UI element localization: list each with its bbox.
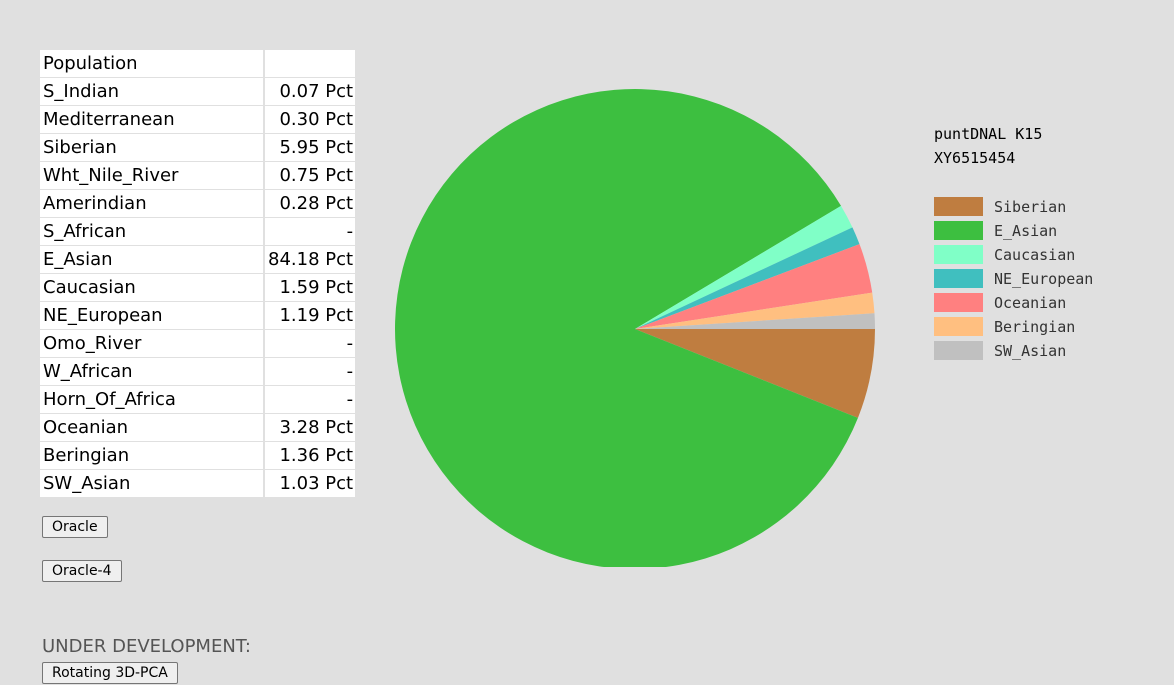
- legend-label: SW_Asian: [994, 342, 1066, 360]
- table-row: S_African -: [40, 218, 356, 246]
- oracle-4-button[interactable]: Oracle-4: [42, 560, 122, 582]
- population-name: E_Asian: [40, 246, 265, 274]
- population-value: 0.07 Pct: [265, 78, 356, 106]
- population-value: 0.75 Pct: [265, 162, 356, 190]
- population-value: -: [265, 218, 356, 246]
- table-row: Caucasian 1.59 Pct: [40, 274, 356, 302]
- population-name: Siberian: [40, 134, 265, 162]
- header-population: Population: [40, 50, 265, 78]
- legend-label: E_Asian: [994, 222, 1057, 240]
- pie-slice-oceanian: [635, 244, 873, 329]
- pie-slices: [395, 89, 875, 567]
- pie-slice-sw-asian: [635, 313, 875, 329]
- population-name: Wht_Nile_River: [40, 162, 265, 190]
- table-row: E_Asian 84.18 Pct: [40, 246, 356, 274]
- population-name: Horn_Of_Africa: [40, 386, 265, 414]
- legend-swatch: [934, 317, 983, 336]
- table-row: Mediterranean 0.30 Pct: [40, 106, 356, 134]
- population-name: W_African: [40, 358, 265, 386]
- population-name: S_African: [40, 218, 265, 246]
- header-value: [265, 50, 356, 78]
- table-header-row: Population: [40, 50, 356, 78]
- population-value: 84.18 Pct: [265, 246, 356, 274]
- legend-label: Oceanian: [994, 294, 1066, 312]
- under-development-label: UNDER DEVELOPMENT:: [42, 636, 251, 657]
- admixture-pie-chart: puntDNAL K15 XY6515454 Siberian E_Asian Ca…: [390, 85, 1174, 567]
- population-value: 3.28 Pct: [265, 414, 356, 442]
- population-name: NE_European: [40, 302, 265, 330]
- population-name: Oceanian: [40, 414, 265, 442]
- population-value: 5.95 Pct: [265, 134, 356, 162]
- table-row: Wht_Nile_River 0.75 Pct: [40, 162, 356, 190]
- table-row: W_African -: [40, 358, 356, 386]
- population-value: 0.28 Pct: [265, 190, 356, 218]
- population-name: SW_Asian: [40, 470, 265, 498]
- population-name: Omo_River: [40, 330, 265, 358]
- table-row: Beringian 1.36 Pct: [40, 442, 356, 470]
- table-row: Horn_Of_Africa -: [40, 386, 356, 414]
- population-table: Population S_Indian 0.07 Pct Mediterranean…: [40, 50, 356, 498]
- population-name: Amerindian: [40, 190, 265, 218]
- legend-label: Siberian: [994, 198, 1066, 216]
- population-value: 1.36 Pct: [265, 442, 356, 470]
- table-row: Siberian 5.95 Pct: [40, 134, 356, 162]
- legend-label: Beringian: [994, 318, 1075, 336]
- population-value: -: [265, 358, 356, 386]
- chart-subtitle: XY6515454: [934, 149, 1015, 167]
- population-value: 0.30 Pct: [265, 106, 356, 134]
- population-value: 1.19 Pct: [265, 302, 356, 330]
- legend-label: Caucasian: [994, 246, 1075, 264]
- legend-swatch: [934, 221, 983, 240]
- pie-slice-caucasian: [635, 205, 853, 329]
- population-name: Beringian: [40, 442, 265, 470]
- table-row: NE_European 1.19 Pct: [40, 302, 356, 330]
- population-name: Caucasian: [40, 274, 265, 302]
- population-name: Mediterranean: [40, 106, 265, 134]
- population-value: -: [265, 386, 356, 414]
- legend-swatch: [934, 293, 983, 312]
- legend-swatch: [934, 341, 983, 360]
- population-value: -: [265, 330, 356, 358]
- table-row: SW_Asian 1.03 Pct: [40, 470, 356, 498]
- population-value: 1.59 Pct: [265, 274, 356, 302]
- chart-title: puntDNAL K15: [934, 125, 1042, 143]
- legend-swatch: [934, 197, 983, 216]
- pie-slice-siberian: [635, 329, 875, 418]
- legend-label: NE_European: [994, 270, 1093, 288]
- population-name: S_Indian: [40, 78, 265, 106]
- rotating-3d-pca-button[interactable]: Rotating 3D-PCA: [42, 662, 178, 684]
- legend-swatch: [934, 245, 983, 264]
- oracle-button[interactable]: Oracle: [42, 516, 108, 538]
- legend-swatch: [934, 269, 983, 288]
- pie-slice-e-asian: [395, 89, 858, 567]
- table-row: S_Indian 0.07 Pct: [40, 78, 356, 106]
- table-row: Omo_River -: [40, 330, 356, 358]
- table-row: Oceanian 3.28 Pct: [40, 414, 356, 442]
- pie-slice-ne-european: [635, 227, 860, 329]
- pie-slice-beringian: [635, 292, 875, 329]
- population-value: 1.03 Pct: [265, 470, 356, 498]
- chart-legend: Siberian E_Asian Caucasian NE_European Ocean…: [934, 197, 1093, 360]
- table-row: Amerindian 0.28 Pct: [40, 190, 356, 218]
